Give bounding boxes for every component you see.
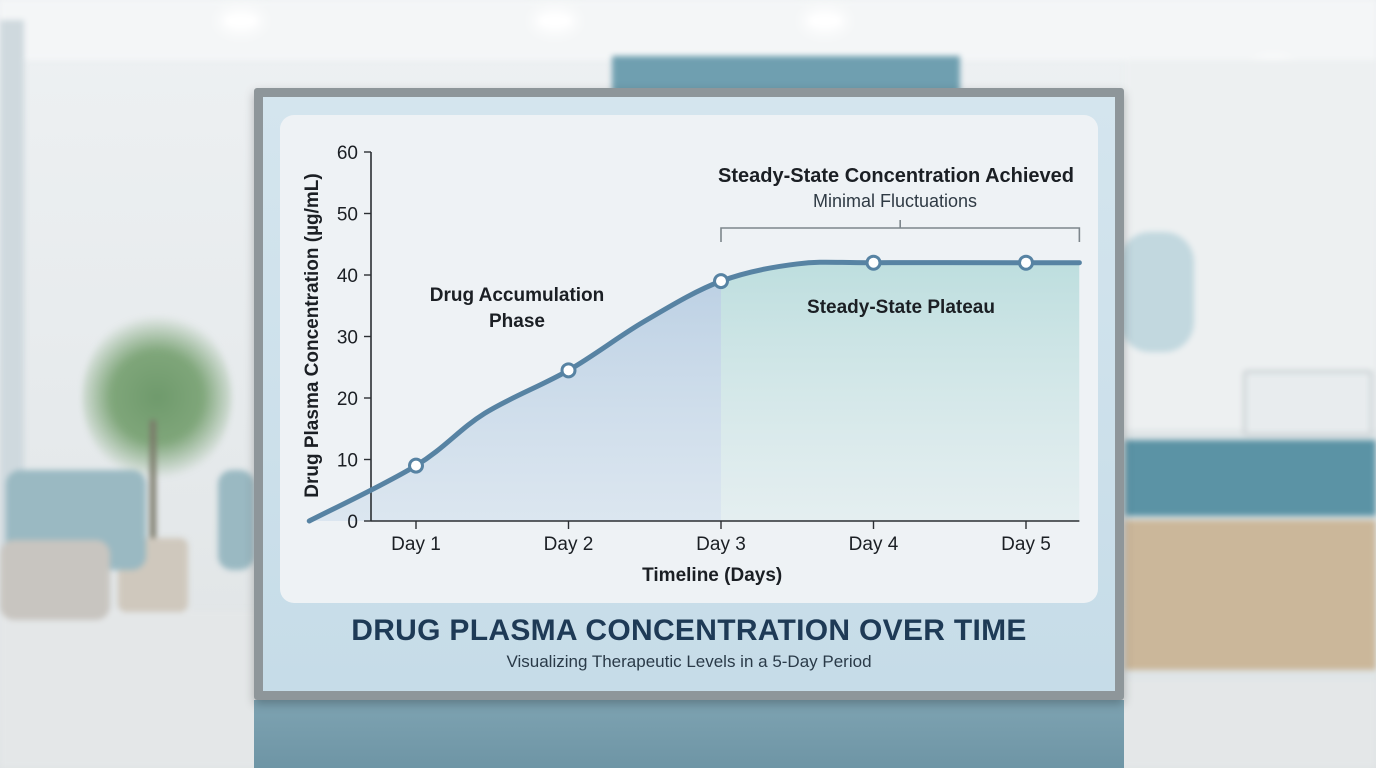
ceiling-lamp: [808, 14, 842, 28]
wall-accent-band: [612, 56, 960, 94]
y-tick-label: 30: [337, 328, 358, 349]
x-axis-title: Timeline (Days): [642, 565, 782, 586]
data-point: [1018, 254, 1034, 271]
plant-foliage: [82, 312, 232, 482]
sign-title: DRUG PLASMA CONCENTRATION OVER TIME: [351, 614, 1027, 647]
sign-pedestal: [254, 700, 1124, 768]
ceiling-lamp: [538, 14, 572, 28]
waiting-chair: [218, 470, 254, 570]
data-point: [408, 457, 424, 474]
data-point: [713, 273, 729, 290]
reception-desk-panel: [1125, 440, 1376, 516]
x-tick-label: Day 5: [1001, 534, 1051, 555]
series-line: [306, 259, 1082, 524]
steady-state-bracket: [720, 220, 1081, 242]
data-point: [560, 362, 577, 379]
y-axis-title: Drug Plasma Concentration (µg/mL): [302, 173, 323, 497]
sign-subtitle: Visualizing Therapeutic Levels in a 5-Da…: [506, 652, 872, 671]
accumulation-phase-label: Phase: [489, 311, 545, 332]
ceiling: [0, 0, 1376, 60]
y-tick-label: 40: [337, 266, 358, 287]
y-tick-label: 60: [337, 143, 358, 164]
waiting-chair: [0, 540, 110, 620]
x-tick-label: Day 4: [849, 534, 899, 555]
y-tick-label: 50: [337, 205, 358, 226]
accumulation-phase-label: Drug Accumulation: [430, 285, 605, 306]
y-tick-label: 10: [337, 451, 358, 472]
plateau-area: [721, 262, 1080, 521]
x-tick-label: Day 3: [696, 534, 746, 555]
y-tick-label: 20: [337, 389, 358, 410]
data-point: [865, 254, 882, 271]
ceiling-lamp: [224, 14, 258, 28]
plateau-label: Steady-State Plateau: [807, 297, 995, 318]
steady-state-note: Minimal Fluctuations: [813, 191, 977, 211]
x-tick-label: Day 2: [544, 534, 594, 555]
y-tick-label: 0: [347, 512, 358, 533]
wall-logo: [1120, 232, 1194, 352]
steady-state-heading: Steady-State Concentration Achieved: [718, 165, 1074, 187]
x-tick-label: Day 1: [391, 534, 441, 555]
plant-stem: [150, 420, 156, 550]
reception-desk-wood: [1125, 520, 1376, 670]
desk-monitor: [1243, 370, 1373, 436]
